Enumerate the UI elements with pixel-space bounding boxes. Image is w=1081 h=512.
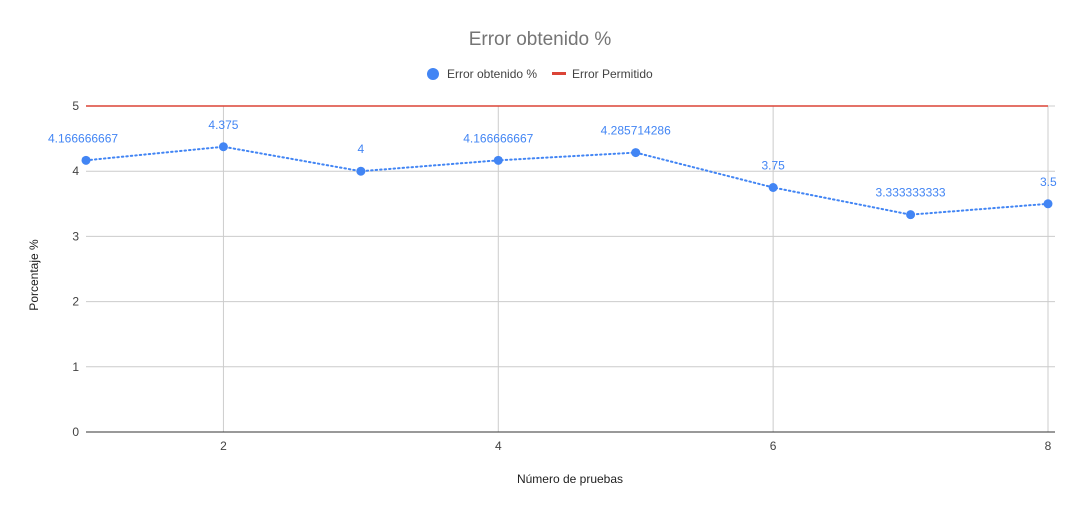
x-tick-label: 6 — [770, 439, 777, 453]
data-label: 4.166666667 — [48, 131, 118, 145]
data-labels: 4.166666667 4.375 4 4.166666667 4.285714286 3… — [48, 118, 1057, 200]
x-axis-title: Número de pruebas — [517, 472, 623, 486]
y-tick-label: 2 — [72, 295, 79, 309]
data-label: 3.75 — [761, 159, 785, 173]
data-point[interactable] — [631, 148, 641, 158]
legend-label-error-permitido: Error Permitido — [572, 67, 653, 81]
legend: Error obtenido % Error Permitido — [427, 67, 653, 81]
x-tick-label: 2 — [220, 439, 227, 453]
data-point[interactable] — [81, 155, 91, 165]
data-point[interactable] — [906, 210, 916, 220]
legend-marker-error-permitido — [552, 72, 566, 75]
y-tick-label: 0 — [72, 425, 79, 439]
data-point[interactable] — [493, 155, 503, 165]
data-point[interactable] — [218, 142, 228, 152]
data-label: 3.5 — [1040, 175, 1057, 189]
x-tick-label: 4 — [495, 439, 502, 453]
y-axis-title: Porcentaje % — [27, 239, 41, 311]
data-label: 4.285714286 — [601, 124, 671, 138]
grid — [86, 105, 1055, 433]
series-layer — [81, 105, 1053, 220]
data-point[interactable] — [768, 183, 778, 192]
x-axis-ticks: 2 4 6 8 — [220, 439, 1052, 453]
data-label: 4.166666667 — [463, 131, 533, 145]
data-point[interactable] — [1043, 199, 1053, 209]
chart-title: Error obtenido % — [469, 29, 612, 50]
y-tick-label: 5 — [72, 99, 79, 113]
y-tick-label: 3 — [72, 229, 79, 243]
data-point[interactable] — [356, 166, 366, 176]
data-label: 4 — [358, 142, 365, 156]
data-label: 4.375 — [208, 118, 238, 132]
y-axis-ticks: 0 1 2 3 4 5 — [72, 99, 79, 439]
legend-label-error-obtenido: Error obtenido % — [447, 67, 537, 81]
y-tick-label: 4 — [72, 164, 79, 178]
x-tick-label: 8 — [1045, 439, 1052, 453]
y-tick-label: 1 — [72, 360, 79, 374]
series-line-error-obtenido — [85, 145, 1049, 216]
data-label: 3.333333333 — [876, 186, 946, 200]
legend-marker-error-obtenido — [427, 68, 439, 80]
